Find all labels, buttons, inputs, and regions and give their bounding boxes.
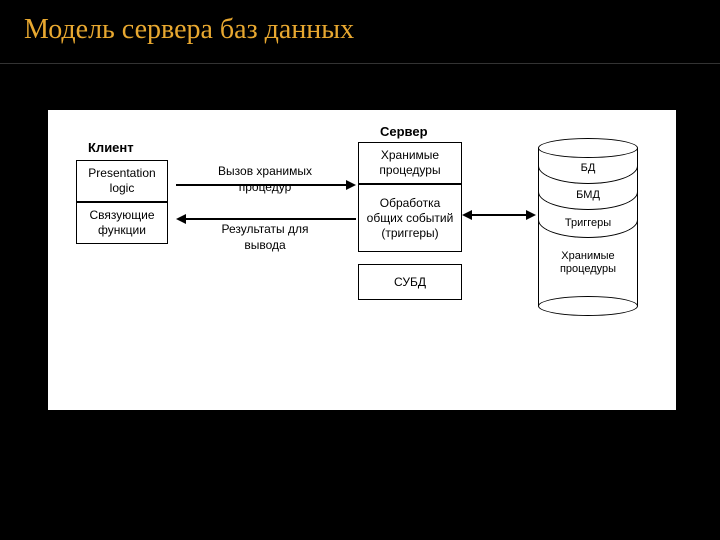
box-binding-functions: Связующие функции (76, 202, 168, 244)
cyl-label-bmd: БМД (538, 189, 638, 202)
server-title: Сервер (380, 124, 428, 139)
box-stored-procedures: Хранимые процедуры (358, 142, 462, 184)
cyl-label-sp: Хранимые процедуры (538, 250, 638, 275)
arrow-call-head (346, 180, 356, 190)
box-dbms: СУБД (358, 264, 462, 300)
box-presentation-logic: Presentation logic (76, 160, 168, 202)
arrow-call-label: Вызов хранимых процедур (200, 164, 330, 195)
diagram-area: Клиент Presentation logic Связующие функ… (48, 110, 676, 410)
title-bar: Модель сервера баз данных (0, 0, 720, 64)
cyl-label-triggers: Триггеры (538, 217, 638, 230)
arrow-db-line (470, 214, 528, 216)
slide-title: Модель сервера баз данных (24, 14, 696, 46)
database-cylinder: БД БМД Триггеры Хранимые процедуры (538, 138, 638, 316)
box-event-processing: Обработка общих событий (триггеры) (358, 184, 462, 252)
arrow-result-line (186, 218, 356, 220)
arrow-db-head-right (526, 210, 536, 220)
arrow-db-head-left (462, 210, 472, 220)
arrow-result-label: Результаты для вывода (210, 222, 320, 253)
client-title: Клиент (88, 140, 134, 155)
cyl-label-db: БД (538, 162, 638, 175)
arrow-result-head (176, 214, 186, 224)
